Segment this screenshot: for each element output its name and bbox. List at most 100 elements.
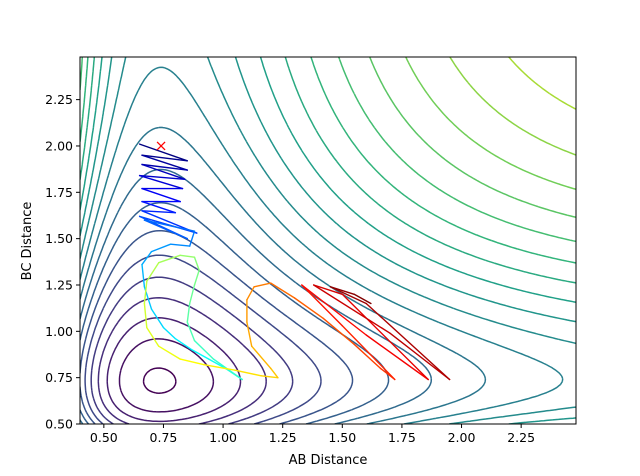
trajectory-segment (143, 280, 148, 305)
trajectory-segment (270, 367, 279, 379)
contour-line (80, 229, 354, 424)
x-axis-ticks: 0.50 0.75 1.00 1.25 1.50 1.75 2.00 2.25 (90, 424, 535, 445)
y-axis-ticks: 0.50 0.75 1.00 1.25 1.50 1.75 2.00 2.25 (45, 92, 80, 432)
trajectory-segment (193, 269, 200, 286)
x-tick-label: 1.50 (328, 430, 356, 445)
trajectory-segment (365, 334, 429, 381)
y-tick-label: 0.75 (45, 370, 73, 385)
y-tick-label: 1.50 (45, 231, 73, 246)
x-tick-label: 1.75 (388, 430, 416, 445)
trajectory-path (138, 143, 451, 381)
trajectory-segment (353, 343, 382, 370)
trajectory-segment (141, 154, 189, 162)
trajectory-segment (193, 256, 200, 271)
contour-line (80, 57, 576, 424)
trajectory-segment (191, 349, 210, 360)
trajectory-segment (234, 369, 262, 377)
trajectory-segment (150, 308, 165, 329)
trajectory-segment (141, 263, 146, 288)
start-marker (156, 141, 166, 151)
trajectory-segment (186, 302, 191, 323)
contour-line (106, 317, 242, 423)
contour-line (97, 297, 267, 424)
trajectory-segment (150, 243, 172, 253)
trajectory-segment (329, 286, 367, 305)
trajectory-segment (138, 174, 186, 181)
plot-frame (79, 56, 577, 425)
y-tick-label: 1.25 (45, 277, 73, 292)
trajectory-segment (313, 284, 343, 295)
x-tick-label: 1.00 (209, 430, 237, 445)
trajectory-segment (322, 317, 355, 345)
trajectory-segment (143, 219, 196, 232)
y-tick-label: 1.75 (45, 185, 73, 200)
trajectory-segment (193, 339, 215, 360)
trajectory-segment (143, 302, 148, 329)
trajectory-segment (188, 284, 196, 305)
x-tick-label: 0.50 (90, 430, 118, 445)
trajectory-segment (246, 321, 253, 347)
trajectory-segment (341, 325, 396, 381)
trajectory-segment (141, 154, 189, 171)
trajectory-segment (313, 284, 391, 334)
trajectory-segment (138, 174, 184, 190)
trajectory-segment (146, 262, 160, 282)
y-axis-label: BC Distance (20, 202, 35, 281)
trajectory-segment (253, 282, 272, 288)
trajectory-segment (141, 163, 189, 171)
x-axis-label: AB Distance (289, 453, 368, 468)
x-tick-label: 1.25 (269, 430, 297, 445)
contour-line (80, 57, 576, 243)
trajectory-segment (203, 364, 236, 371)
trajectory-segment (260, 375, 279, 379)
trajectory-segment (157, 254, 181, 264)
x-tick-label: 0.75 (150, 430, 178, 445)
y-tick-label: 2.00 (45, 138, 73, 153)
trajectory-segment (138, 143, 189, 162)
trajectory-segment (341, 293, 429, 381)
contour-line (142, 367, 177, 394)
contour-line (80, 57, 576, 303)
trajectory-segment (301, 284, 343, 327)
trajectory-segment (157, 345, 181, 360)
x-tick-label: 2.25 (507, 430, 535, 445)
trajectory-segment (141, 210, 177, 214)
contour-line (84, 254, 322, 424)
trajectory-segment (208, 358, 227, 370)
start-marker-stroke (156, 141, 166, 151)
y-tick-label: 0.50 (45, 417, 73, 432)
trajectory-segment (162, 326, 177, 340)
trajectory-segment (186, 321, 196, 342)
contour-line (90, 276, 294, 424)
trajectory-segment (146, 326, 160, 347)
contour-line (508, 57, 576, 110)
trajectory-segment (141, 200, 177, 214)
trajectory-segment (141, 187, 181, 203)
trajectory-segment (188, 230, 196, 247)
trajectory-segment (250, 345, 272, 370)
trajectory-segment (179, 254, 196, 258)
trajectory-segment (179, 358, 205, 366)
contour-line (405, 57, 576, 191)
y-tick-label: 1.00 (45, 324, 73, 339)
contour-line (80, 57, 576, 264)
trajectory-segment (143, 219, 189, 240)
trajectory-segment (141, 250, 153, 266)
contour-line (118, 338, 215, 413)
trajectory-segment (353, 293, 372, 305)
trajectory-segment (365, 302, 451, 381)
trajectory-segment (270, 282, 296, 299)
x-tick-label: 2.00 (448, 430, 476, 445)
contour-line (369, 57, 576, 219)
trajectory-segment (169, 243, 191, 247)
trajectory-segment (293, 297, 324, 319)
trajectory-segment (246, 286, 255, 301)
trajectory-segment (389, 332, 451, 381)
contour-line (449, 57, 576, 156)
trajectory-segment (329, 286, 355, 295)
trajectory-segment (141, 163, 186, 181)
y-tick-label: 2.25 (45, 92, 73, 107)
trajectory-segment (174, 338, 193, 351)
trajectory-segment (301, 284, 367, 336)
